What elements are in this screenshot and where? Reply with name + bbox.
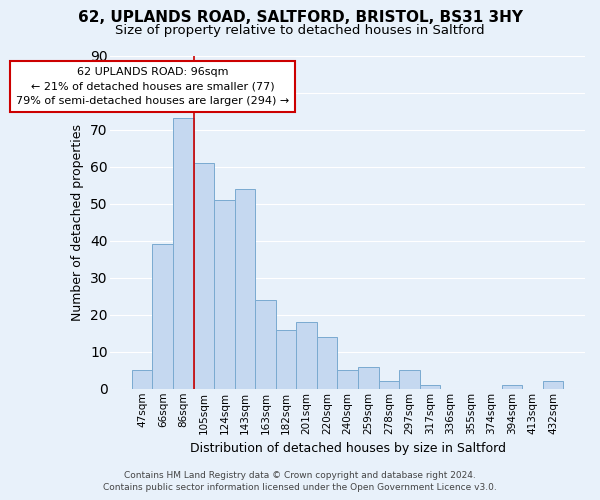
Bar [214, 200, 235, 389]
Bar [317, 337, 337, 389]
Y-axis label: Number of detached properties: Number of detached properties [71, 124, 85, 320]
Bar [419, 385, 440, 389]
Text: Contains HM Land Registry data © Crown copyright and database right 2024.
Contai: Contains HM Land Registry data © Crown c… [103, 471, 497, 492]
Bar [235, 189, 255, 389]
Bar [502, 385, 523, 389]
Bar [132, 370, 152, 389]
Bar [543, 382, 563, 389]
Text: Size of property relative to detached houses in Saltford: Size of property relative to detached ho… [115, 24, 485, 37]
Bar [152, 244, 173, 389]
Text: 62, UPLANDS ROAD, SALTFORD, BRISTOL, BS31 3HY: 62, UPLANDS ROAD, SALTFORD, BRISTOL, BS3… [77, 10, 523, 25]
Bar [379, 382, 399, 389]
Bar [358, 366, 379, 389]
X-axis label: Distribution of detached houses by size in Saltford: Distribution of detached houses by size … [190, 442, 506, 455]
Bar [255, 300, 276, 389]
Bar [276, 330, 296, 389]
Bar [173, 118, 194, 389]
Bar [296, 322, 317, 389]
Bar [194, 163, 214, 389]
Bar [337, 370, 358, 389]
Text: 62 UPLANDS ROAD: 96sqm
← 21% of detached houses are smaller (77)
79% of semi-det: 62 UPLANDS ROAD: 96sqm ← 21% of detached… [16, 66, 289, 106]
Bar [399, 370, 419, 389]
